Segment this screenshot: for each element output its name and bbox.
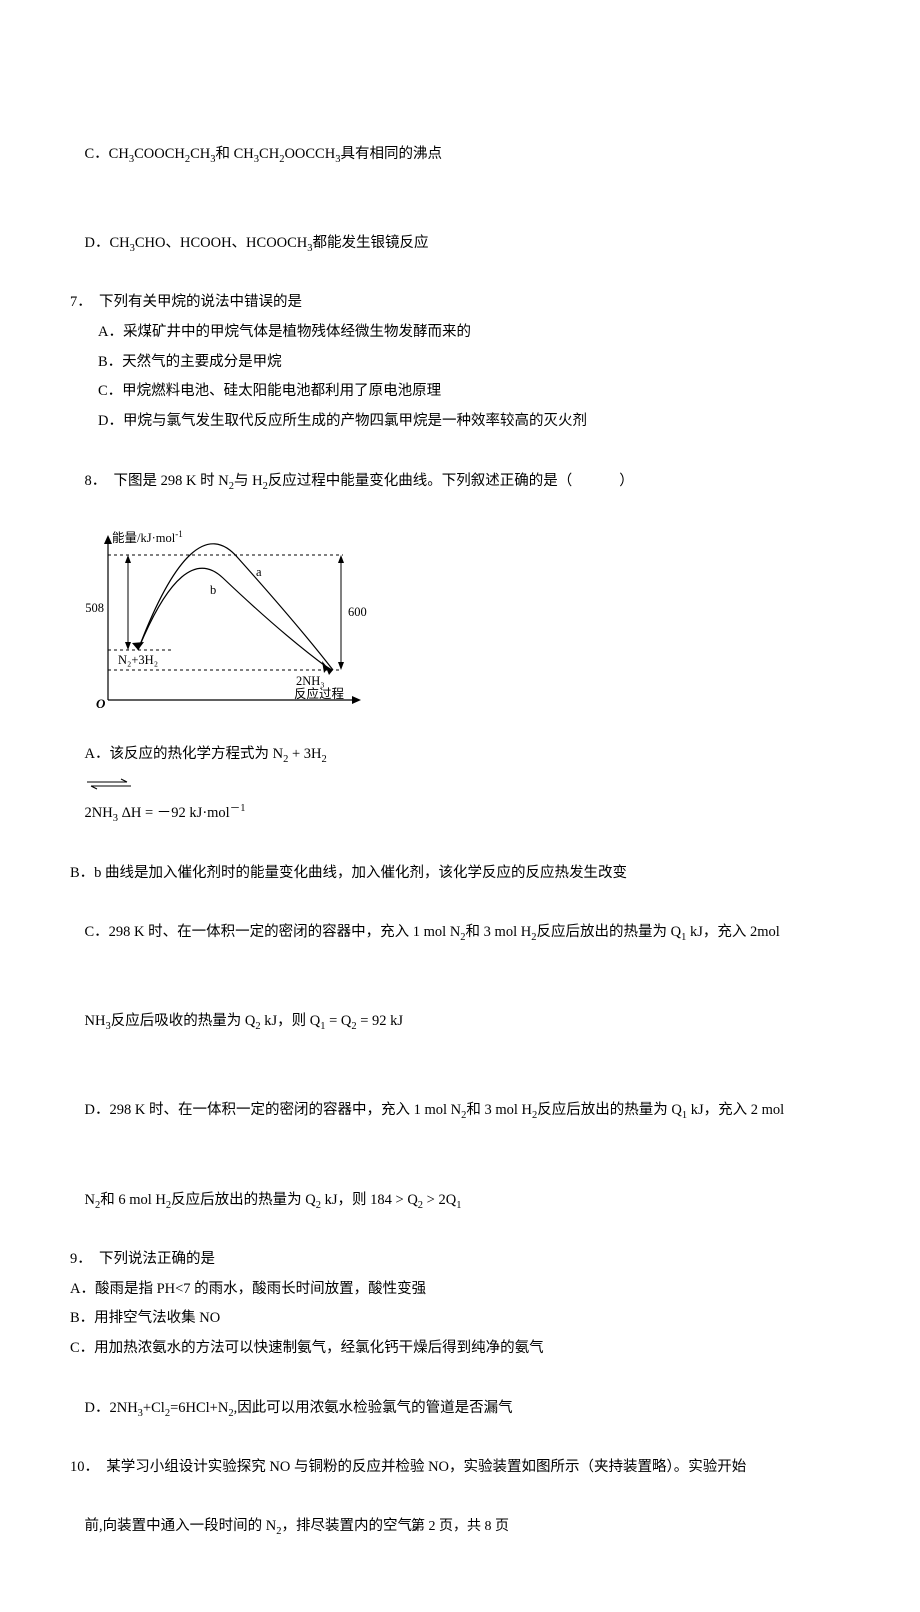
q8-c-l2: NH3反应后吸收的热量为 Q2 kJ，则 Q1 = Q2 = 92 kJ [70,978,850,1067]
yaxis-label: 能量/kJ·mol-1 [112,530,183,545]
label-600: 600 [348,605,367,619]
q7-stem: 7． 下列有关甲烷的说法中错误的是 [70,288,850,318]
page-footer: 第 2 页，共 8 页 [0,1513,920,1542]
q7-b: B．天然气的主要成分是甲烷 [70,348,850,378]
q8-d-l1: D．298 K 时、在一体积一定的密闭的容器中，充入 1 mol N2和 3 m… [70,1067,850,1156]
curve-a-label: a [256,565,262,579]
q7-a: A．采煤矿井中的甲烷气体是植物残体经微生物发酵而来的 [70,318,850,348]
origin-label: O [96,696,106,710]
q8-stem: 8． 下图是 298 K 时 N2与 H2反应过程中能量变化曲线。下列叙述正确的… [70,437,850,526]
label-508: 508 [85,601,104,615]
q9-d: D．2NH3+Cl2=6HCl+N2,因此可以用浓氨水检验氯气的管道是否漏气 [70,1364,850,1453]
opt-d: D．CH3CHO、HCOOH、HCOOCH3都能发生银镜反应 [70,199,850,288]
q8-b: B．b 曲线是加入催化剂时的能量变化曲线，加入催化剂，该化学反应的反应热发生改变 [70,859,850,889]
text: C．CH [85,146,129,162]
q9-a: A．酸雨是指 PH<7 的雨水，酸雨长时间放置，酸性变强 [70,1275,850,1305]
xaxis-label: 反应过程 [294,686,345,701]
document-page: C．CH3COOCH2CH3和 CH3CH2OOCCH3具有相同的沸点 D．CH… [0,0,920,1612]
q9-b: B．用排空气法收集 NO [70,1304,850,1334]
q8-c-l1: C．298 K 时、在一体积一定的密闭的容器中，充入 1 mol N2和 3 m… [70,888,850,977]
curve-b-label: b [210,583,216,597]
opt-c: C．CH3COOCH2CH3和 CH3CH2OOCCH3具有相同的沸点 [70,110,850,199]
q8-a: A．该反应的热化学方程式为 N2 + 3H2 2NH3 ΔH = －92 kJ·… [70,710,850,859]
product-label: 2NH₃ [296,674,325,688]
q7-d: D．甲烷与氯气发生取代反应所生成的产物四氯甲烷是一种效率较高的灭火剂 [70,407,850,437]
q8-d-l2: N2和 6 mol H2反应后放出的热量为 Q2 kJ，则 184 > Q2 >… [70,1156,850,1245]
q9-c: C．用加热浓氨水的方法可以快速制氨气，经氯化钙干燥后得到纯净的氨气 [70,1334,850,1364]
equilibrium-arrow-icon [85,778,133,790]
q9-stem: 9． 下列说法正确的是 [70,1245,850,1275]
reactant-label: N₂+3H₂ [118,653,158,667]
q10-l1: 10． 某学习小组设计实验探究 NO 与铜粉的反应并检验 NO，实验装置如图所示… [70,1453,850,1483]
energy-curve-chart: 能量/kJ·mol-1 508 600 a b N₂+3H₂ 2NH₃ O 反应… [78,530,850,710]
q7-c: C．甲烷燃料电池、硅太阳能电池都利用了原电池原理 [70,377,850,407]
